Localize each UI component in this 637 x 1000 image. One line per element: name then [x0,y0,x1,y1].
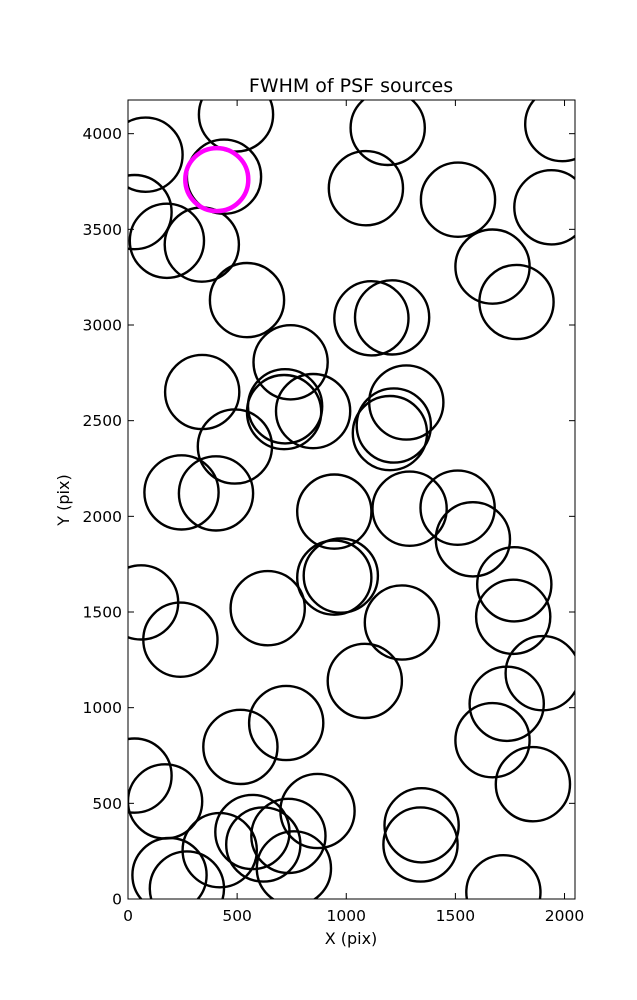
source-circle-57 [148,850,226,899]
source-circle-35 [363,584,441,661]
source-circle-28 [371,470,448,548]
source-circle-23 [355,387,433,464]
source-circle-36 [142,601,219,679]
source-circle-9 [419,161,497,239]
source-circle-7 [327,149,405,227]
source-circle-5 [197,100,275,153]
source-circle-50 [494,745,572,823]
source-circle-40 [468,665,546,743]
source-circle-20 [274,372,352,450]
source-circle-3 [163,206,241,283]
source-circle-38 [474,578,552,656]
source-circle-24 [351,394,429,472]
y-axis-label: Y (pix) [54,474,73,526]
source-circle-30 [434,500,512,578]
y-tick-label-2500: 2500 [83,412,122,430]
plot-marks [128,100,575,899]
y-tick-label-0: 0 [112,891,122,909]
source-circle-6 [208,261,286,339]
y-tick-label-500: 500 [92,795,122,813]
chart-title: FWHM of PSF sources [249,75,453,97]
source-circle-21 [196,408,274,485]
x-tick-label-0: 0 [123,907,133,925]
highlight-circle-0 [183,145,251,214]
x-tick-label-500: 500 [222,907,252,925]
source-circle-32 [302,537,380,614]
source-circle-8 [349,100,426,167]
source-circle-48 [383,787,460,864]
source-circle-12 [513,169,575,246]
x-axis-label: X (pix) [325,929,378,948]
source-circle-2 [128,202,206,280]
source-circle-54 [181,811,259,889]
x-tick-label-2000: 2000 [545,907,584,925]
source-circle-26 [177,455,255,532]
source-circle-0 [128,116,184,193]
source-circle-43 [247,684,325,762]
y-axis: 0 500 1000 1500 2000 2500 3000 3500 4000 [83,125,575,909]
y-tick-label-4000: 4000 [83,125,122,143]
source-circle-53 [250,797,327,875]
source-circle-18 [246,367,324,445]
x-axis: 0 500 1000 1500 2000 [123,100,584,925]
source-circle-37 [475,546,553,623]
source-circle-56 [131,836,208,899]
source-circle-58 [465,854,542,899]
source-circle-25 [143,454,220,531]
source-circle-14 [333,279,410,357]
source-circle-55 [255,830,333,899]
source-circle-27 [295,473,373,550]
source-circle-31 [295,539,373,616]
y-tick-label-1000: 1000 [83,699,122,717]
y-tick-label-3000: 3000 [83,317,122,335]
plot-frame [127,99,576,900]
y-tick-label-1500: 1500 [83,604,122,622]
source-circle-1 [128,173,173,251]
source-circle-34 [229,569,307,647]
source-circle-17 [163,353,241,431]
source-circle-44 [202,708,279,786]
source-circle-16 [252,323,329,401]
source-circle-41 [454,701,531,779]
source-circle-49 [382,806,459,883]
source-circle-22 [367,364,445,441]
y-tick-label-2000: 2000 [83,508,122,526]
source-circle-10 [454,228,531,305]
x-tick-label-1500: 1500 [436,907,475,925]
source-circle-13 [524,100,575,163]
source-circle-11 [478,263,555,341]
x-tick-label-1000: 1000 [327,907,366,925]
source-circle-45 [128,737,173,814]
source-circle-29 [419,469,496,547]
source-circle-42 [326,642,404,720]
source-circle-33 [128,564,180,641]
source-circle-15 [353,279,431,356]
y-tick-label-3500: 3500 [83,221,122,239]
